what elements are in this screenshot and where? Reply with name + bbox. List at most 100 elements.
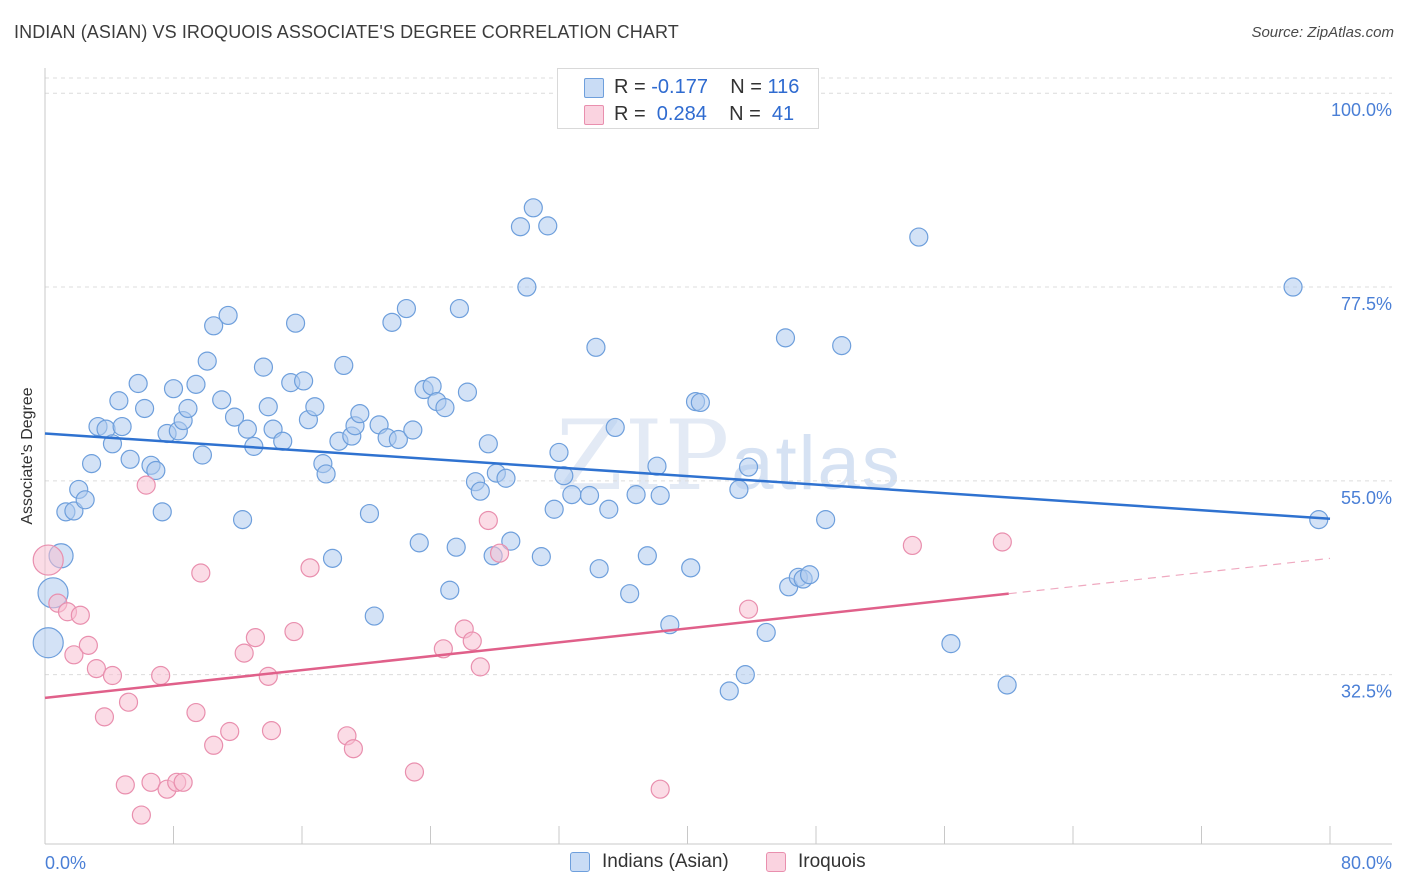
indians-point xyxy=(237,419,257,439)
indians-point xyxy=(334,355,354,376)
indians-point xyxy=(409,533,429,553)
indians-point xyxy=(538,216,558,236)
legend-label-indians: Indians (Asian) xyxy=(602,851,729,872)
iroquois-point xyxy=(404,762,425,782)
indians-point xyxy=(799,565,820,585)
indians-point xyxy=(1283,277,1303,297)
iroquois-point xyxy=(245,628,266,648)
indians-point xyxy=(510,217,531,237)
iroquois-point xyxy=(470,657,490,677)
correlation-legend: R = -0.177 N = 116 R = 0.284 N = 41 xyxy=(557,68,819,129)
indians-point xyxy=(997,675,1017,695)
indians-point xyxy=(457,382,478,402)
legend-swatch-pink xyxy=(584,105,604,125)
indians-point xyxy=(109,391,129,411)
indians-point xyxy=(192,445,213,465)
indians-point xyxy=(496,468,516,488)
iroquois-point xyxy=(902,535,922,556)
iroquois-point xyxy=(186,702,206,723)
indians-point xyxy=(163,379,184,399)
indians-point xyxy=(403,420,423,440)
indians-point xyxy=(273,431,293,451)
indians-point xyxy=(128,373,148,394)
indians-point xyxy=(294,371,314,391)
indians-point xyxy=(197,351,217,371)
indians-point xyxy=(470,481,490,501)
legend-label-iroquois: Iroquois xyxy=(798,851,866,872)
y-tick-label: 77.5% xyxy=(1341,294,1392,314)
iroquois-point xyxy=(131,805,151,825)
iroquois-point xyxy=(234,643,254,663)
indians-point xyxy=(305,397,325,417)
indians-point xyxy=(152,502,172,522)
legend-text-indians: R = -0.177 N = 116 xyxy=(614,75,800,98)
iroquois-point xyxy=(78,635,98,655)
indians-point xyxy=(775,328,796,348)
indians-point xyxy=(626,485,646,505)
indians-point xyxy=(544,499,564,519)
y-axis-label: Associate's Degree xyxy=(19,387,36,525)
indians-point xyxy=(832,336,852,356)
legend-swatch-blue xyxy=(584,78,604,98)
legend-n-value: 116 xyxy=(767,75,800,98)
indians-point xyxy=(134,398,155,419)
iroquois-point xyxy=(261,721,282,741)
indians-point xyxy=(316,464,336,484)
indians-point xyxy=(729,479,749,500)
indians-point xyxy=(690,392,710,413)
iroquois-point xyxy=(70,605,90,625)
indians-point xyxy=(258,397,278,417)
indians-point xyxy=(620,584,640,604)
indians-point xyxy=(218,305,238,326)
indians-point xyxy=(440,580,460,600)
legend-swatch-pink xyxy=(766,852,786,872)
indians-point xyxy=(32,627,64,659)
series-legend: Indians (Asian) Iroquois xyxy=(0,851,1406,879)
iroquois-point xyxy=(102,665,123,686)
indians-point xyxy=(909,227,929,247)
iroquois-point xyxy=(32,544,64,576)
iroquois-point xyxy=(284,621,304,642)
iroquois-point xyxy=(151,665,171,686)
indians-point xyxy=(112,416,132,437)
indians-point xyxy=(204,316,224,336)
indians-point xyxy=(359,503,380,524)
iroquois-point xyxy=(141,772,161,792)
indians-point xyxy=(650,485,670,506)
indians-point xyxy=(549,442,569,463)
indians-point xyxy=(816,510,836,530)
indians-point xyxy=(364,606,384,626)
indians-point xyxy=(501,531,521,551)
iroquois-point xyxy=(64,645,84,665)
iroquois-point xyxy=(992,532,1012,552)
indians-point xyxy=(562,485,582,505)
legend-swatch-blue xyxy=(570,852,590,872)
indians-point xyxy=(523,198,543,218)
legend-n-value: 41 xyxy=(766,102,795,125)
iroquois-point xyxy=(220,721,240,742)
legend-item-indians[interactable]: Indians (Asian) xyxy=(570,851,729,873)
iroquois-point xyxy=(118,692,139,712)
iroquois-point xyxy=(489,543,510,563)
indians-point xyxy=(719,681,739,701)
indians-point xyxy=(285,313,306,333)
iroquois-point xyxy=(86,659,107,679)
legend-r-value: -0.177 xyxy=(651,75,708,98)
indians-point xyxy=(396,298,417,319)
x-tick-label: 80.0% xyxy=(1341,853,1392,873)
indians-point xyxy=(232,510,253,530)
y-tick-label: 100.0% xyxy=(1331,100,1392,120)
iroquois-point xyxy=(173,772,193,792)
indians-point xyxy=(178,398,198,419)
indians-point xyxy=(681,558,701,578)
legend-text-iroquois: R = 0.284 N = 41 xyxy=(614,102,795,125)
indians-trend-line xyxy=(44,432,1331,520)
indians-point xyxy=(446,537,466,557)
legend-item-iroquois[interactable]: Iroquois xyxy=(766,851,866,873)
iroquois-point xyxy=(204,735,224,755)
iroquois-trend-extension xyxy=(1008,557,1331,595)
indians-point xyxy=(599,499,619,519)
indians-point xyxy=(186,374,206,394)
indians-point xyxy=(212,390,232,410)
